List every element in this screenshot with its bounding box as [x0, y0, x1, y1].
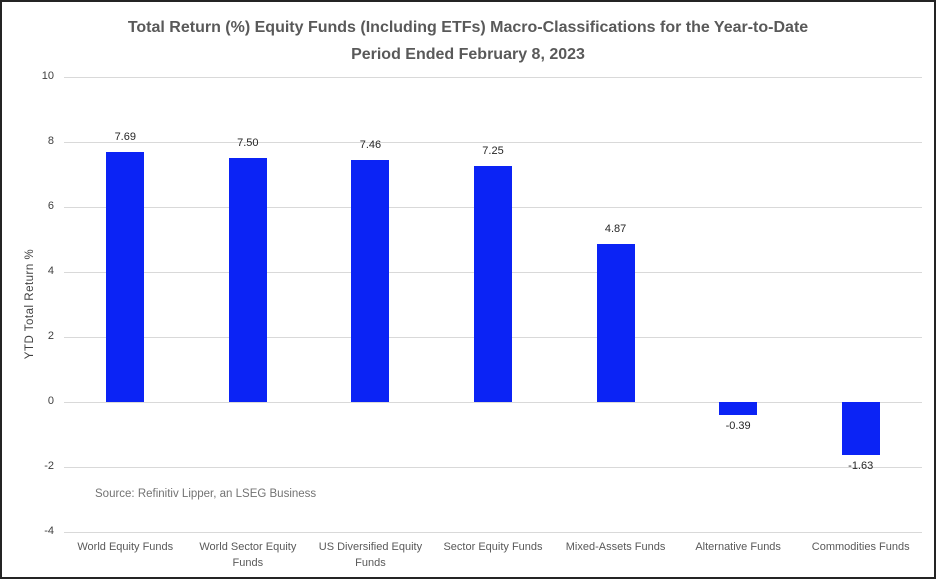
category-label: US Diversified Equity Funds	[318, 541, 423, 569]
bar-value-label: 7.69	[114, 131, 136, 144]
gridline	[64, 532, 922, 533]
bar-value-label: 7.25	[482, 145, 504, 158]
y-tick-label: -2	[44, 460, 54, 472]
category-label: Mixed-Assets Funds	[565, 541, 666, 553]
category-label: World Equity Funds	[77, 541, 174, 553]
gridline	[64, 402, 922, 403]
y-tick-label: 0	[47, 395, 54, 407]
y-tick-label: -4	[44, 525, 54, 537]
chart-title-line2: Period Ended February 8, 2023	[351, 46, 585, 63]
category-label: Alternative Funds	[695, 541, 781, 553]
gridline	[64, 77, 922, 78]
bar	[841, 402, 880, 455]
bar-value-label: 7.50	[237, 137, 259, 150]
bar	[474, 166, 512, 402]
y-tick-label: 4	[47, 265, 54, 277]
bar	[228, 158, 267, 402]
bar	[596, 243, 635, 402]
bar-value-label: 4.87	[604, 222, 627, 235]
gridline	[64, 467, 922, 468]
gridline	[64, 142, 922, 143]
bar-value-label: -1.63	[848, 459, 874, 472]
chart-title: Total Return (%) Equity Funds (Including…	[2, 14, 934, 68]
y-tick-label: 2	[47, 330, 54, 342]
bar-value-label: 7.46	[359, 138, 382, 151]
category-label: Sector Equity Funds	[443, 541, 543, 553]
category-label: Commodities Funds	[811, 541, 910, 553]
chart-title-line1: Total Return (%) Equity Funds (Including…	[127, 19, 809, 36]
bar	[719, 402, 758, 415]
y-tick-label: 8	[47, 135, 54, 147]
source-note: Source: Refinitiv Lipper, an LSEG Busine…	[95, 488, 317, 500]
y-tick-label: 10	[41, 70, 54, 82]
y-tick-label: 6	[47, 200, 54, 212]
bar-value-label: -0.39	[725, 419, 751, 432]
category-label: World Sector Equity Funds	[199, 541, 297, 569]
bar	[106, 152, 145, 402]
bar	[351, 159, 390, 402]
